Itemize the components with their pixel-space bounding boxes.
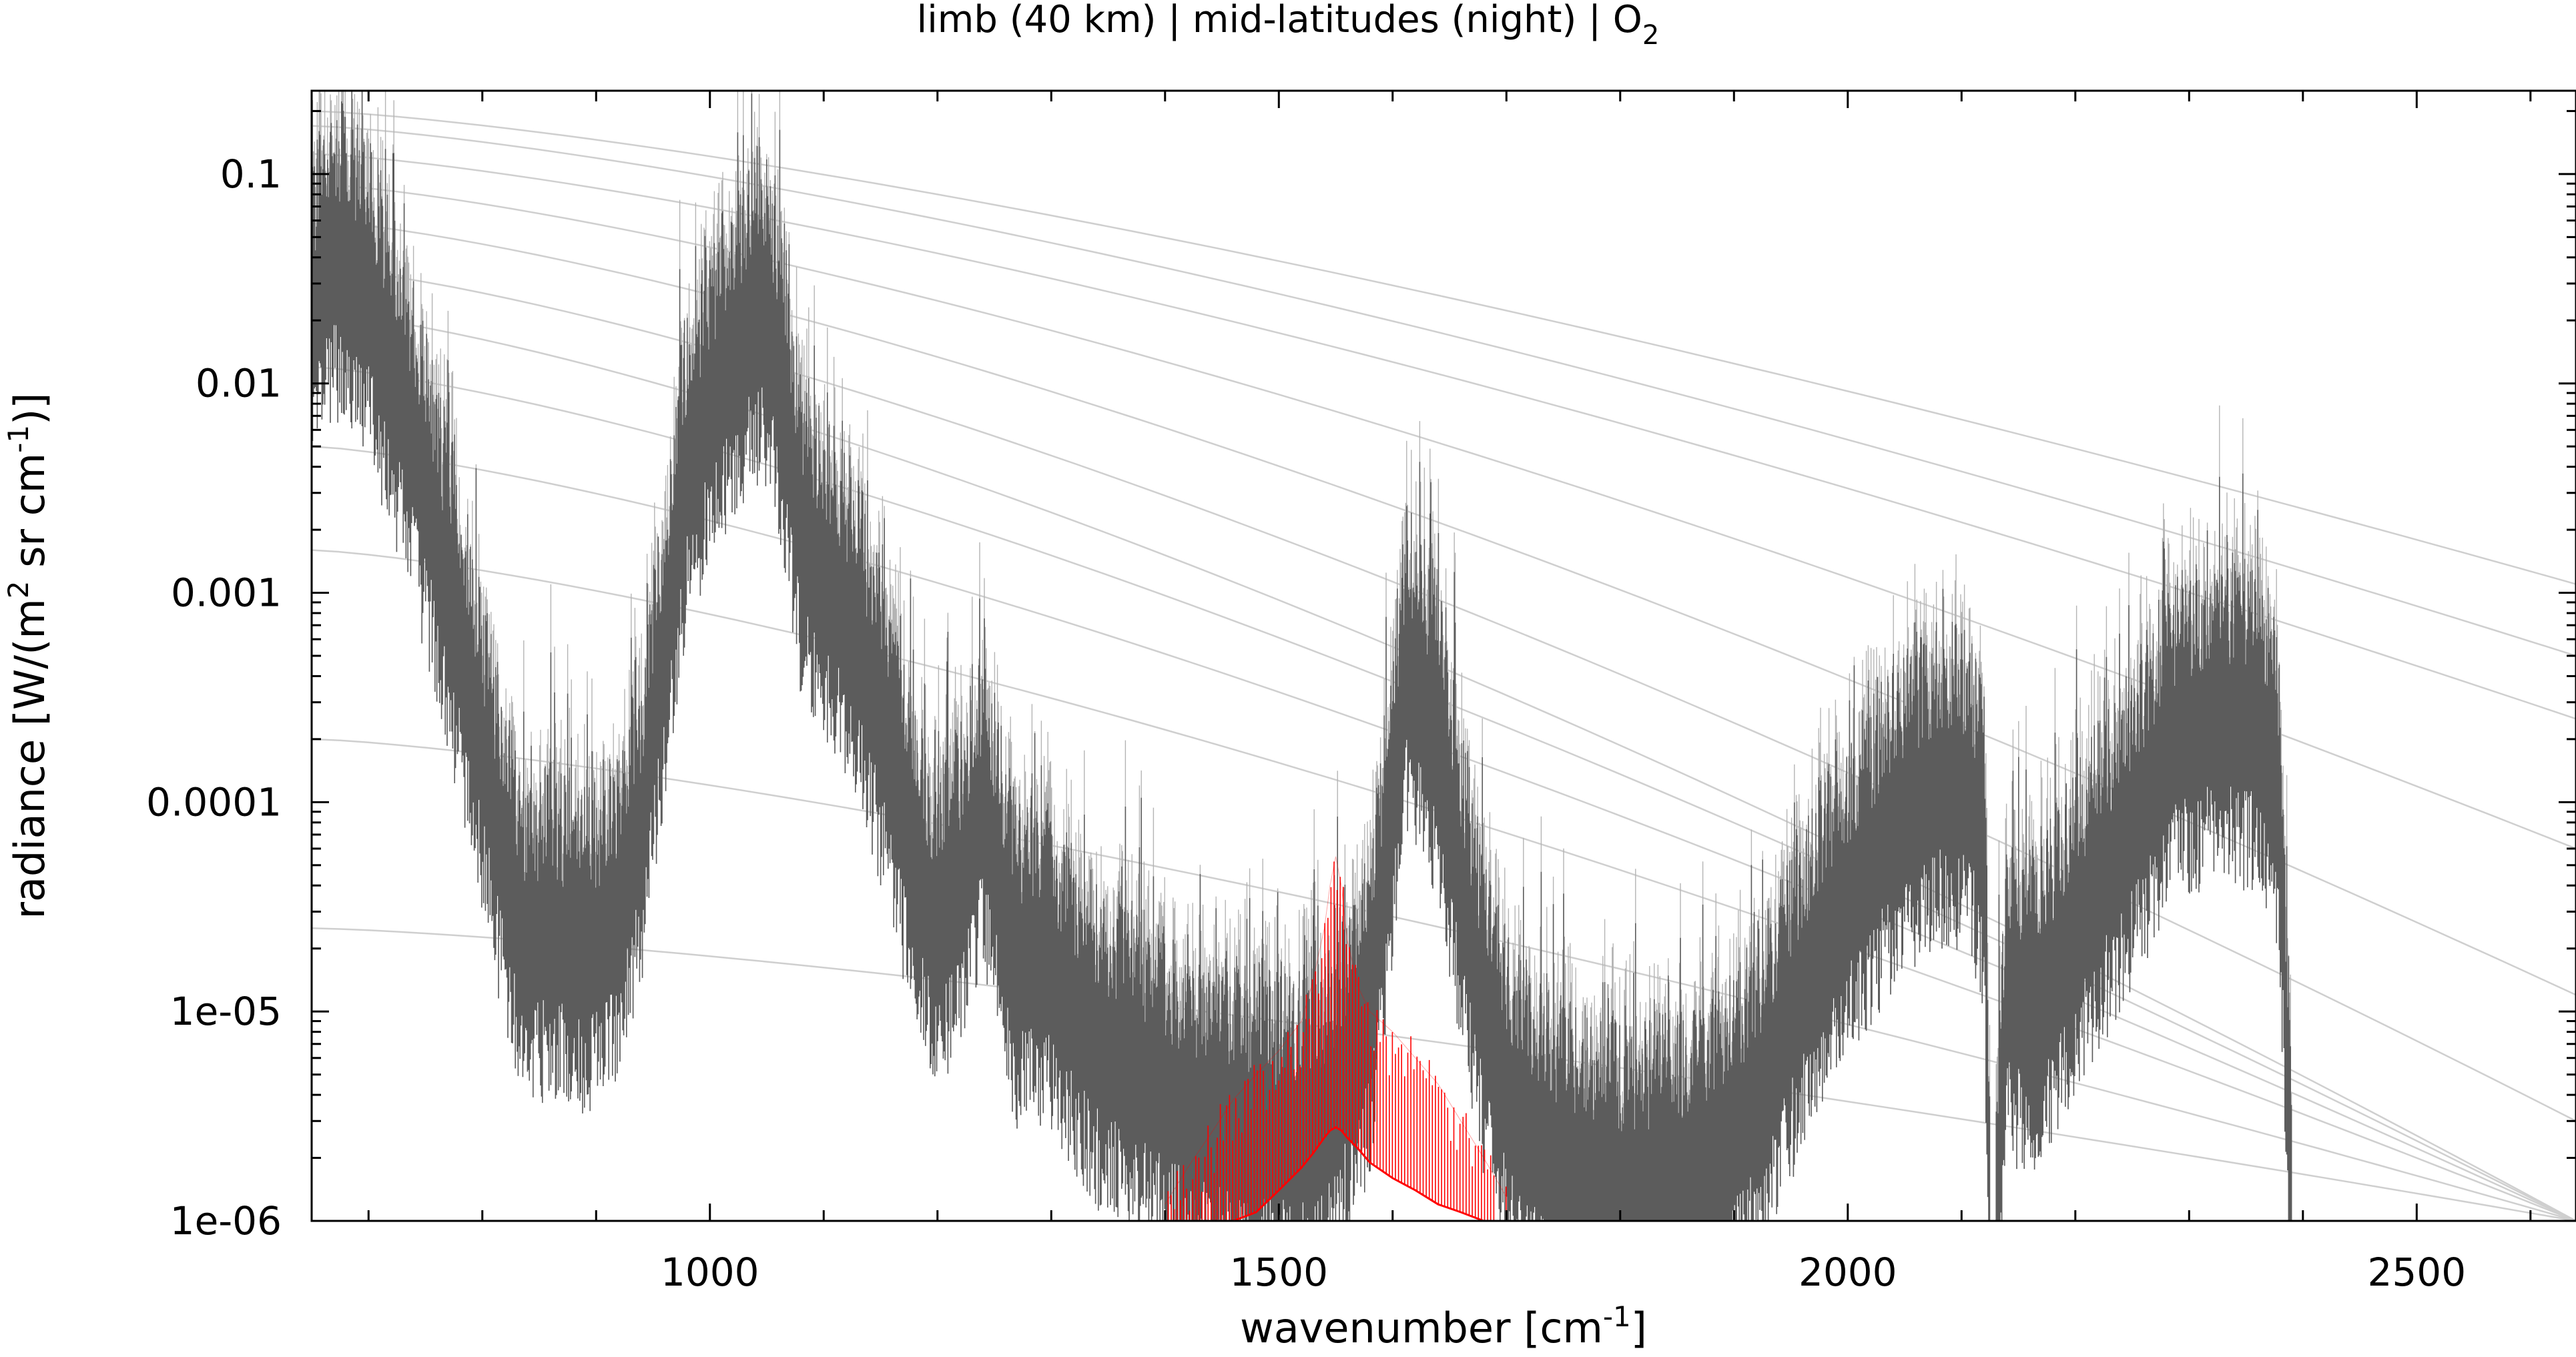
y-tick-label: 0.1 xyxy=(220,151,282,197)
y-tick-label: 0.01 xyxy=(196,361,282,406)
planck-curve-0 xyxy=(311,110,2576,585)
y-tick-label: 0.0001 xyxy=(146,779,282,825)
chart-title: limb (40 km) | mid-latitudes (night) | O… xyxy=(917,0,1660,51)
y-tick-label: 1e-06 xyxy=(170,1198,282,1244)
x-tick-label: 2500 xyxy=(2367,1250,2466,1295)
o2-peak-envelope xyxy=(1165,856,1507,1205)
o2-spectrum-layer xyxy=(1165,856,1507,1222)
x-tick-label: 2000 xyxy=(1799,1250,1897,1295)
y-axis: 0.1 0.01 0.001 0.0001 1e-05 1e-06 xyxy=(146,109,2576,1244)
y-axis-label: radiance [W/(m2 sr cm-1)] xyxy=(2,393,54,919)
y-tick-label: 0.001 xyxy=(171,570,282,616)
planck-curve-11 xyxy=(311,927,2576,1222)
x-tick-label: 1500 xyxy=(1229,1250,1328,1295)
x-tick-label: 1000 xyxy=(661,1250,759,1295)
y-tick-label: 1e-05 xyxy=(170,989,282,1034)
x-axis: 1000 1500 2000 2500 xyxy=(367,91,2532,1295)
o2-spectrum-lines xyxy=(1167,861,1507,1221)
o2-continuum-line xyxy=(1165,1125,1507,1222)
planck-curve-10 xyxy=(311,738,2576,1222)
x-axis-label: wavenumber [cm-1] xyxy=(1240,1300,1647,1352)
